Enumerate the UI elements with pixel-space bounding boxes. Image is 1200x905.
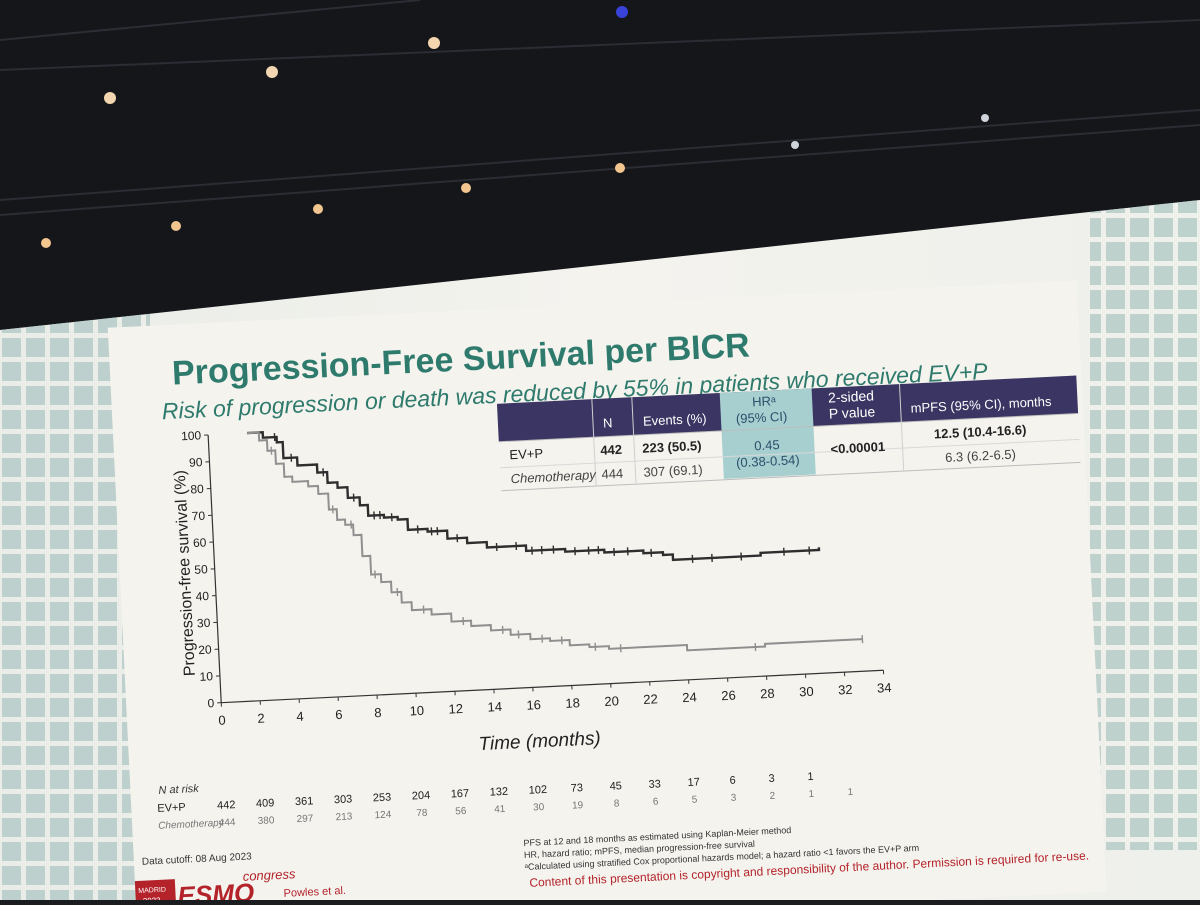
table-header-p2: P value	[828, 403, 875, 421]
risk-value-chemotherapy: 8	[614, 798, 621, 809]
p-value: <0.00001	[830, 439, 885, 457]
risk-value-chemotherapy: 1	[808, 789, 815, 800]
risk-value-evp: 17	[687, 776, 700, 789]
hr-value: 0.45	[754, 437, 780, 453]
x-tick-label: 12	[448, 701, 463, 717]
table-header-n: N	[603, 415, 613, 430]
x-tick-label: 30	[799, 684, 814, 700]
risk-value-chemotherapy: 2	[769, 791, 776, 802]
risk-value-chemotherapy: 380	[257, 815, 275, 827]
x-tick-label: 26	[721, 688, 736, 704]
risk-value-chemotherapy: 5	[692, 795, 699, 806]
risk-value-evp: 253	[373, 791, 392, 804]
risk-value-evp: 132	[489, 786, 508, 799]
x-tick-label: 22	[643, 691, 658, 707]
logo-city: MADRID	[138, 887, 166, 895]
risk-value-chemotherapy: 6	[653, 796, 660, 807]
x-tick-label: 8	[374, 705, 382, 720]
row-evp-n: 442	[600, 442, 622, 458]
risk-value-chemotherapy: 30	[533, 802, 545, 814]
risk-row-evp-label: EV+P	[157, 802, 186, 815]
risk-value-evp: 442	[217, 799, 236, 812]
x-tick-label: 18	[565, 695, 580, 711]
x-tick-label: 16	[526, 697, 541, 713]
y-tick-label: 20	[198, 642, 212, 657]
risk-value-chemotherapy: 19	[572, 800, 584, 812]
risk-value-evp: 204	[412, 790, 431, 803]
risk-value-chemotherapy: 124	[374, 809, 392, 821]
x-tick-label: 10	[409, 703, 424, 719]
risk-value-chemotherapy: 1	[847, 787, 854, 798]
y-tick-label: 30	[197, 616, 211, 631]
risk-value-chemotherapy: 56	[455, 806, 467, 818]
risk-value-evp: 303	[334, 793, 353, 806]
x-tick-label: 20	[604, 693, 619, 709]
x-tick-label: 4	[296, 709, 304, 724]
y-tick-label: 90	[189, 455, 203, 470]
logo-word: congress	[242, 866, 296, 884]
risk-value-chemotherapy: 78	[416, 808, 428, 820]
risk-value-chemotherapy: 444	[219, 817, 237, 829]
y-tick-label: 0	[207, 696, 215, 710]
y-tick-label: 80	[190, 482, 204, 497]
risk-table-label: N at risk	[158, 783, 199, 797]
x-tick-label: 6	[335, 707, 343, 722]
y-tick-label: 60	[193, 535, 207, 550]
risk-value-evp: 73	[570, 782, 583, 795]
hr-ci-value: (0.38-0.54)	[736, 452, 800, 470]
x-tick-label: 2	[257, 711, 265, 726]
logo-year: 2023	[143, 896, 162, 900]
y-tick-label: 40	[195, 589, 209, 604]
y-tick-label: 70	[191, 509, 205, 524]
y-tick-label: 10	[199, 669, 213, 684]
risk-value-evp: 1	[807, 771, 814, 783]
risk-value-chemotherapy: 297	[296, 813, 314, 825]
risk-value-evp: 6	[729, 775, 736, 787]
risk-value-chemotherapy: 213	[335, 811, 353, 823]
risk-value-evp: 409	[256, 797, 275, 810]
y-tick-label: 100	[181, 428, 202, 443]
row-chemo-events: 307 (69.1)	[643, 462, 703, 480]
risk-value-evp: 3	[768, 773, 775, 785]
x-tick-label: 34	[877, 680, 892, 696]
table-header-hr-ci: (95% CI)	[736, 409, 788, 426]
risk-value-evp: 102	[528, 784, 547, 797]
row-evp-arm: EV+P	[509, 446, 543, 463]
risk-value-chemotherapy: 41	[494, 804, 506, 816]
risk-value-evp: 45	[609, 780, 622, 793]
right-mosaic-decoration	[1090, 200, 1200, 850]
risk-value-evp: 33	[648, 778, 661, 791]
table-header-hr: HRᵃ	[752, 393, 776, 409]
risk-value-chemotherapy: 3	[730, 793, 737, 804]
x-tick-label: 24	[682, 689, 697, 705]
risk-value-evp: 167	[451, 788, 470, 801]
risk-value-evp: 361	[295, 795, 314, 808]
row-evp-events: 223 (50.5)	[642, 438, 702, 456]
row-chemo-n: 444	[601, 466, 623, 482]
y-tick-label: 50	[194, 562, 208, 577]
x-tick-label: 14	[487, 699, 502, 715]
x-tick-label: 28	[760, 686, 775, 702]
x-tick-label: 0	[218, 712, 226, 727]
table-header-events: Events (%)	[643, 411, 707, 429]
x-tick-label: 32	[838, 682, 853, 698]
